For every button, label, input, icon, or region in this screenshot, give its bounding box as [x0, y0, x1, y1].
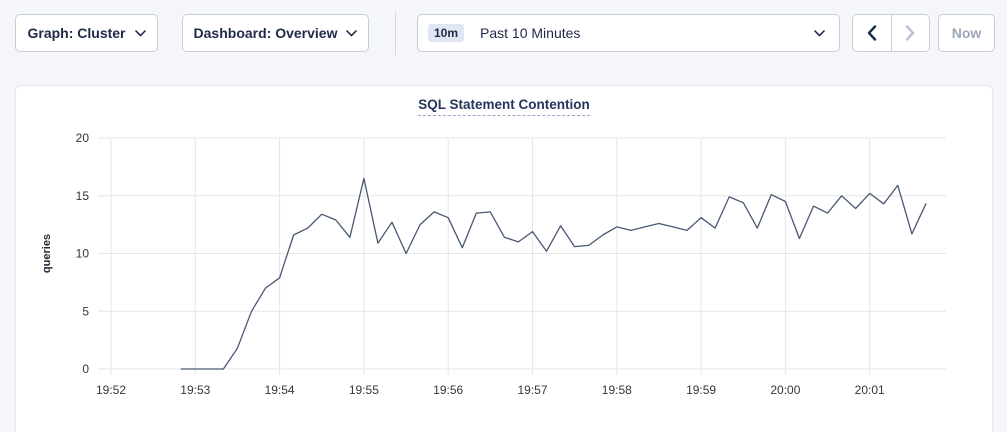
chevron-left-icon: [867, 25, 876, 41]
chevron-down-icon: [814, 29, 825, 36]
time-range-badge: 10m: [428, 24, 465, 42]
toolbar-divider: [395, 11, 396, 55]
now-button[interactable]: Now: [938, 14, 995, 52]
time-range-picker[interactable]: 10m Past 10 Minutes: [417, 14, 840, 52]
graph-dropdown[interactable]: Graph: Cluster: [15, 14, 158, 52]
svg-text:19:52: 19:52: [96, 383, 126, 397]
svg-text:19:58: 19:58: [602, 383, 632, 397]
svg-text:0: 0: [82, 362, 89, 376]
svg-text:19:53: 19:53: [180, 383, 210, 397]
toolbar: Graph: Cluster Dashboard: Overview 10m P…: [0, 0, 1007, 70]
chevron-down-icon: [134, 29, 146, 36]
svg-text:20:01: 20:01: [855, 383, 885, 397]
svg-text:19:56: 19:56: [433, 383, 463, 397]
chart-card: SQL Statement Contention 0 5 10 15 20 19:52 19…: [15, 85, 993, 432]
dashboard-dropdown[interactable]: Dashboard: Overview: [182, 14, 369, 52]
svg-text:19:55: 19:55: [349, 383, 379, 397]
line-chart[interactable]: 0 5 10 15 20 19:52 19:53 19:54 19:55 19:56 19:57 19…: [16, 86, 992, 431]
chart-title[interactable]: SQL Statement Contention: [418, 97, 590, 116]
svg-text:5: 5: [82, 304, 89, 318]
next-interval-button[interactable]: [890, 15, 930, 51]
dashboard-dropdown-label: Dashboard: Overview: [193, 25, 338, 41]
time-interval-pager: [852, 14, 930, 52]
chevron-down-icon: [346, 29, 358, 36]
svg-text:10: 10: [76, 247, 90, 261]
graph-dropdown-label: Graph: Cluster: [27, 25, 126, 41]
svg-text:19:54: 19:54: [265, 383, 295, 397]
prev-interval-button[interactable]: [853, 15, 891, 51]
svg-text:15: 15: [76, 189, 90, 203]
svg-text:20:00: 20:00: [770, 383, 800, 397]
chevron-right-icon: [906, 25, 915, 41]
svg-text:19:59: 19:59: [686, 383, 716, 397]
svg-text:20: 20: [76, 131, 90, 145]
chart-title-row: SQL Statement Contention: [16, 96, 992, 116]
svg-text:queries: queries: [41, 234, 53, 273]
time-range-label: Past 10 Minutes: [480, 25, 581, 41]
svg-text:19:57: 19:57: [517, 383, 547, 397]
